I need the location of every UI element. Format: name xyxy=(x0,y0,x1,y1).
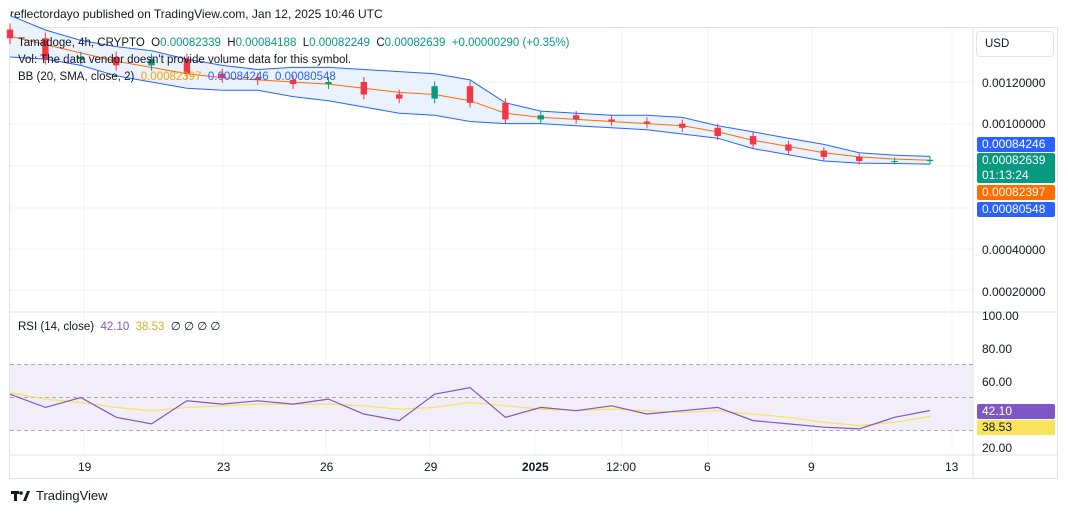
candle-countdown: 01:13:24 xyxy=(982,168,1029,182)
last-price-value: 0.00082639 xyxy=(982,153,1046,167)
candle xyxy=(254,77,261,80)
high-value: 0.00084188 xyxy=(235,37,297,49)
volume-legend: Vol: The data vendor doesn't provide vol… xyxy=(18,54,352,66)
price-tick: 0.00020000 xyxy=(982,285,1046,299)
rsi-ma-value: 38.53 xyxy=(135,321,165,333)
low-value: 0.00082249 xyxy=(309,37,370,49)
symbol-legend: Tamadoge, 4h, CRYPTO O0.00082339 H0.0008… xyxy=(18,37,570,49)
time-tick: 26 xyxy=(320,460,334,474)
rsi-extra: ∅ ∅ ∅ ∅ xyxy=(170,321,221,333)
bb-indicator-label[interactable]: BB (20, SMA, close, 2) xyxy=(18,71,135,83)
rsi-pane xyxy=(9,313,973,455)
candle xyxy=(289,79,297,85)
main-pane xyxy=(6,14,1057,478)
candle xyxy=(466,86,474,103)
time-tick: 13 xyxy=(945,460,959,474)
price-tick: 0.00100000 xyxy=(982,117,1046,131)
rsi-tick: 60.00 xyxy=(982,375,1013,389)
candle xyxy=(679,123,686,128)
candle xyxy=(6,29,14,39)
rsi-ma-tag: 38.53 xyxy=(977,420,1055,435)
close-value: 0.00082639 xyxy=(384,37,446,49)
candle xyxy=(183,59,191,74)
candle xyxy=(77,57,84,60)
time-tick: 6 xyxy=(704,460,711,474)
bb-lower-line xyxy=(9,56,931,165)
candle xyxy=(112,57,120,66)
candle xyxy=(42,38,49,60)
tradingview-logo-icon xyxy=(11,490,30,501)
tradingview-brand[interactable]: TradingView xyxy=(11,488,108,503)
rsi-ma-line xyxy=(9,392,931,427)
brand-name: TradingView xyxy=(36,488,108,503)
time-tick: 9 xyxy=(808,460,815,474)
price-tick: 0.00040000 xyxy=(982,243,1046,257)
last-price-tag: 0.00082639 01:13:24 xyxy=(977,153,1055,183)
bb-legend: BB (20, SMA, close, 2) 0.00082397 0.0008… xyxy=(18,70,336,84)
time-tick: 29 xyxy=(424,460,438,474)
rsi-tag: 42.10 xyxy=(977,404,1055,419)
candle xyxy=(325,82,332,85)
candle xyxy=(926,159,934,162)
candle xyxy=(148,59,155,66)
candle xyxy=(643,121,651,124)
candle xyxy=(749,136,757,145)
candle xyxy=(396,94,403,99)
time-tick: 19 xyxy=(78,460,92,474)
rsi-line xyxy=(9,386,931,430)
candle xyxy=(608,119,615,122)
rsi-legend: RSI (14, close) 42.10 38.53 ∅ ∅ ∅ ∅ xyxy=(18,320,220,334)
open-value: 0.00082339 xyxy=(160,37,221,49)
bb-basis-tag: 0.00082397 xyxy=(977,185,1055,200)
rsi-value: 42.10 xyxy=(100,321,130,333)
candle xyxy=(360,82,368,95)
publish-header: reflectordayo published on TradingView.c… xyxy=(10,7,383,21)
bb-lower-tag: 0.00080548 xyxy=(977,202,1055,217)
time-tick: 12:00 xyxy=(606,460,637,474)
candle xyxy=(785,144,792,151)
candle xyxy=(820,150,828,157)
rsi-tick: 100.00 xyxy=(982,309,1019,323)
symbol-name[interactable]: Tamadoge, 4h, CRYPTO xyxy=(18,37,145,49)
candle xyxy=(431,86,438,99)
candle xyxy=(537,115,544,120)
candle xyxy=(714,127,721,137)
bb-upper-tag: 0.00084246 xyxy=(977,137,1055,152)
candle xyxy=(219,73,226,78)
rsi-tick: 80.00 xyxy=(982,342,1013,356)
chart-frame xyxy=(9,27,1058,479)
rsi-zone xyxy=(10,364,973,431)
time-tick: 2025 xyxy=(522,460,549,474)
bb-upper-line xyxy=(9,14,931,157)
rsi-indicator-label[interactable]: RSI (14, close) xyxy=(18,321,95,333)
currency-button[interactable]: USD xyxy=(976,31,1054,57)
rsi-tick: 20.00 xyxy=(982,441,1013,455)
candle xyxy=(891,161,898,163)
candle xyxy=(502,102,509,120)
bb-basis-value: 0.00082397 xyxy=(140,71,202,83)
bb-lower-value: 0.00080548 xyxy=(275,71,336,83)
candle xyxy=(572,115,580,120)
candle xyxy=(856,156,863,162)
bb-upper-value: 0.00084246 xyxy=(207,71,269,83)
change-value: +0.00000290 (+0.35%) xyxy=(451,37,570,49)
time-tick: 23 xyxy=(217,460,231,474)
price-tick: 0.00120000 xyxy=(982,76,1046,90)
